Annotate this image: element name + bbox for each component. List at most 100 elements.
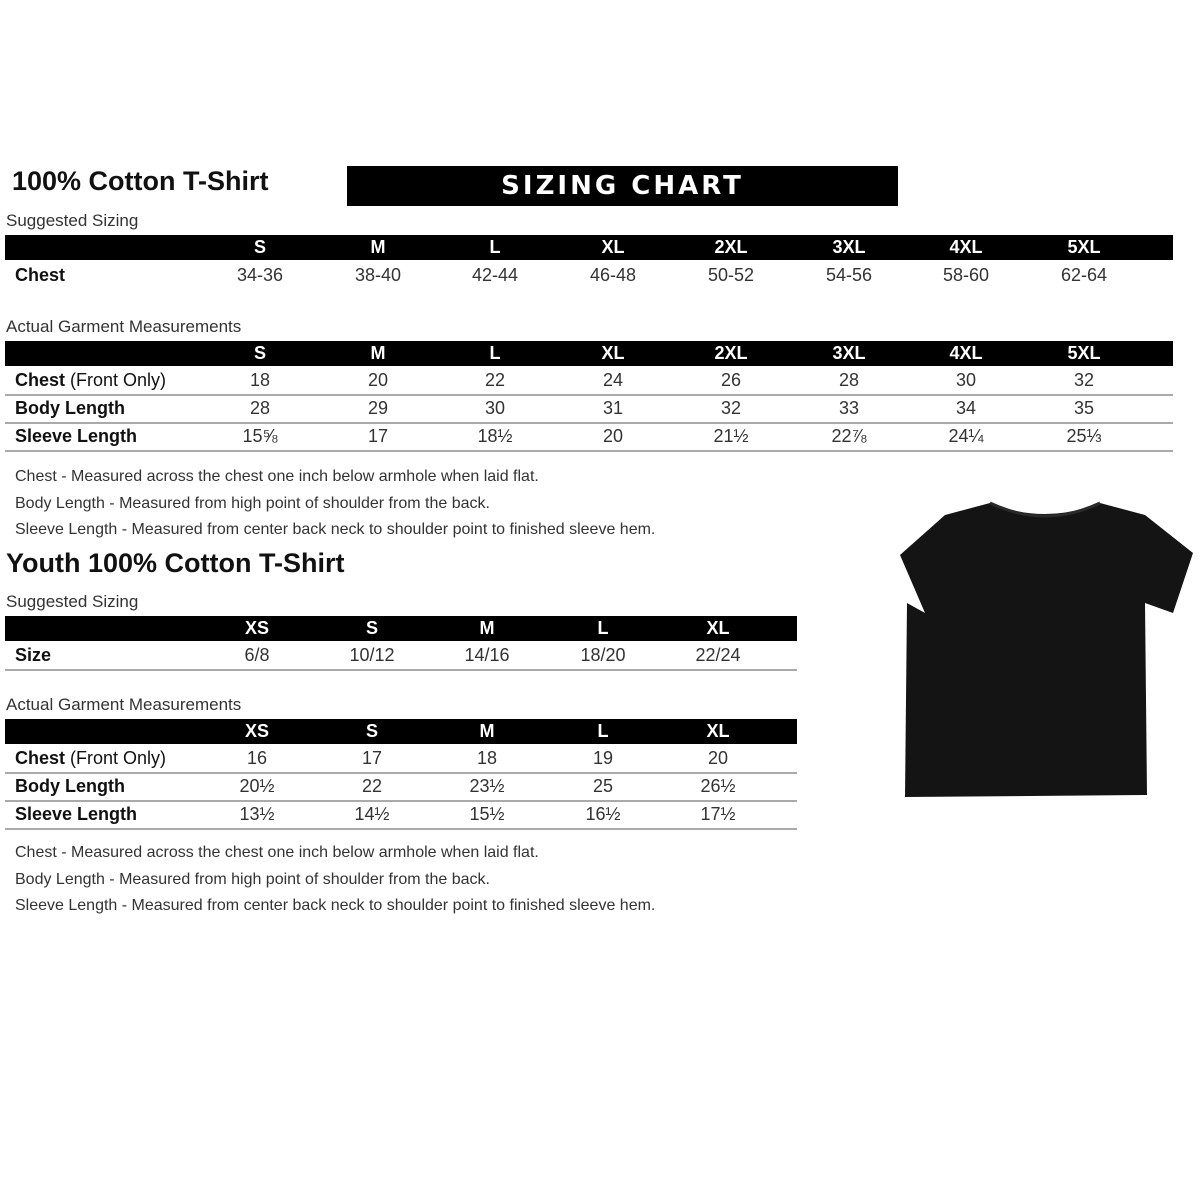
- table-cell: 17: [367, 426, 389, 446]
- size-header-2xl: 2XL: [714, 343, 748, 363]
- table-cell: 54-56: [825, 265, 873, 285]
- row-label-suffix: (Front Only): [70, 748, 167, 768]
- size-header-bar: XS S M L XL: [5, 616, 797, 641]
- row-label-text: Chest: [15, 748, 66, 768]
- table-cell: 31: [602, 398, 624, 418]
- table-cell: 24¼: [948, 426, 984, 446]
- size-header-2xl: 2XL: [714, 237, 748, 257]
- size-header-s: S: [253, 237, 266, 257]
- table-cell: 20: [707, 748, 729, 768]
- size-header-s: S: [365, 721, 378, 741]
- table-cell: 25: [592, 776, 614, 796]
- table-cell: 22: [484, 370, 506, 390]
- adult-notes: Chest - Measured across the chest one in…: [15, 468, 655, 548]
- row-label-text: Size: [15, 645, 52, 665]
- table-cell: 18: [249, 370, 271, 390]
- note-chest: Chest - Measured across the chest one in…: [15, 468, 539, 485]
- adult-title: 100% Cotton T-Shirt: [12, 166, 269, 196]
- youth-suggested-table: XS S M L XL Size 6/8 10/12 14/16 18/20 22/24: [5, 616, 797, 671]
- table-cell: 6/8: [244, 645, 270, 665]
- table-cell: 28: [249, 398, 271, 418]
- table-row: Sleeve Length 13½ 14½ 15½ 16½ 17½: [5, 800, 797, 830]
- table-cell: 33: [838, 398, 860, 418]
- table-cell: 20: [367, 370, 389, 390]
- tshirt-icon: [900, 501, 1193, 797]
- row-label: Body Length: [15, 772, 125, 800]
- row-label-text: Chest: [15, 370, 66, 390]
- youth-suggested-label: Suggested Sizing: [6, 592, 139, 611]
- table-cell: 14/16: [464, 645, 510, 665]
- size-header-xl: XL: [601, 237, 625, 257]
- size-header-m: M: [479, 721, 495, 741]
- table-cell: 22⅞: [831, 426, 867, 446]
- row-label-text: Sleeve Length: [15, 426, 138, 446]
- note-chest: Chest - Measured across the chest one in…: [15, 844, 539, 861]
- table-cell: 19: [592, 748, 614, 768]
- size-header-3xl: 3XL: [832, 237, 866, 257]
- table-cell: 30: [955, 370, 977, 390]
- row-label-suffix: (Front Only): [70, 370, 167, 390]
- note-body-length: Body Length - Measured from high point o…: [15, 870, 490, 888]
- sizing-chart-banner: SIZING CHART: [347, 166, 898, 206]
- size-header-3xl: 3XL: [832, 343, 866, 363]
- size-header-bar: S M L XL 2XL 3XL 4XL 5XL: [5, 341, 1173, 366]
- table-cell: 30: [484, 398, 506, 418]
- table-row: Size 6/8 10/12 14/16 18/20 22/24: [5, 641, 797, 671]
- table-cell: 15⅝: [242, 426, 278, 446]
- table-row: Chest (Front Only) 18 20 22 24 26 28 30 32: [5, 366, 1173, 396]
- table-cell: 50-52: [707, 265, 755, 285]
- table-cell: 35: [1073, 398, 1095, 418]
- table-cell: 28: [838, 370, 860, 390]
- row-label-text: Body Length: [15, 398, 125, 418]
- table-cell: 17½: [700, 804, 736, 824]
- table-cell: 29: [367, 398, 389, 418]
- table-cell: 10/12: [349, 645, 395, 665]
- table-cell: 22: [361, 776, 383, 796]
- table-cell: 15½: [469, 804, 505, 824]
- size-header-l: L: [489, 343, 501, 363]
- row-label-text: Chest: [15, 265, 66, 285]
- size-header-xl: XL: [706, 721, 730, 741]
- table-cell: 38-40: [354, 265, 402, 285]
- table-cell: 20: [602, 426, 624, 446]
- row-label: Sleeve Length: [15, 422, 137, 450]
- row-label: Chest (Front Only): [15, 744, 166, 772]
- table-cell: 16: [246, 748, 268, 768]
- table-cell: 25⅓: [1066, 426, 1102, 446]
- row-label: Chest (Front Only): [15, 366, 166, 394]
- size-header-m: M: [370, 237, 386, 257]
- size-header-5xl: 5XL: [1067, 343, 1101, 363]
- size-header-m: M: [479, 618, 495, 638]
- adult-actual-label: Actual Garment Measurements: [6, 317, 242, 336]
- table-cell: 18/20: [580, 645, 626, 665]
- table-cell: 24: [602, 370, 624, 390]
- table-cell: 18½: [477, 426, 513, 446]
- table-cell: 16½: [585, 804, 621, 824]
- size-header-bar: S M L XL 2XL 3XL 4XL 5XL: [5, 235, 1173, 260]
- note-body-length: Body Length - Measured from high point o…: [15, 494, 490, 512]
- table-cell: 46-48: [589, 265, 637, 285]
- table-cell: 34: [955, 398, 977, 418]
- adult-suggested-table: S M L XL 2XL 3XL 4XL 5XL Chest 34-36 38-40 42-44 46-…: [5, 235, 1173, 285]
- table-cell: 18: [476, 748, 498, 768]
- size-header-l: L: [597, 721, 609, 741]
- youth-actual-label: Actual Garment Measurements: [6, 695, 242, 714]
- size-header-xs: XS: [244, 618, 269, 638]
- youth-notes: Chest - Measured across the chest one in…: [15, 844, 655, 924]
- table-cell: 58-60: [942, 265, 990, 285]
- row-label: Sleeve Length: [15, 800, 137, 828]
- table-cell: 32: [1073, 370, 1095, 390]
- note-sleeve-length: Sleeve Length - Measured from center bac…: [15, 521, 656, 538]
- row-label-text: Sleeve Length: [15, 804, 138, 824]
- table-cell: 22/24: [695, 645, 741, 665]
- size-header-m: M: [370, 343, 386, 363]
- size-header-5xl: 5XL: [1067, 237, 1101, 257]
- row-label: Size: [15, 641, 51, 669]
- row-label-text: Body Length: [15, 776, 125, 796]
- size-header-l: L: [597, 618, 609, 638]
- size-header-xs: XS: [244, 721, 269, 741]
- adult-actual-table: S M L XL 2XL 3XL 4XL 5XL Chest (Front Only) 18 20 2…: [5, 341, 1173, 452]
- size-header-s: S: [365, 618, 378, 638]
- table-cell: 21½: [713, 426, 749, 446]
